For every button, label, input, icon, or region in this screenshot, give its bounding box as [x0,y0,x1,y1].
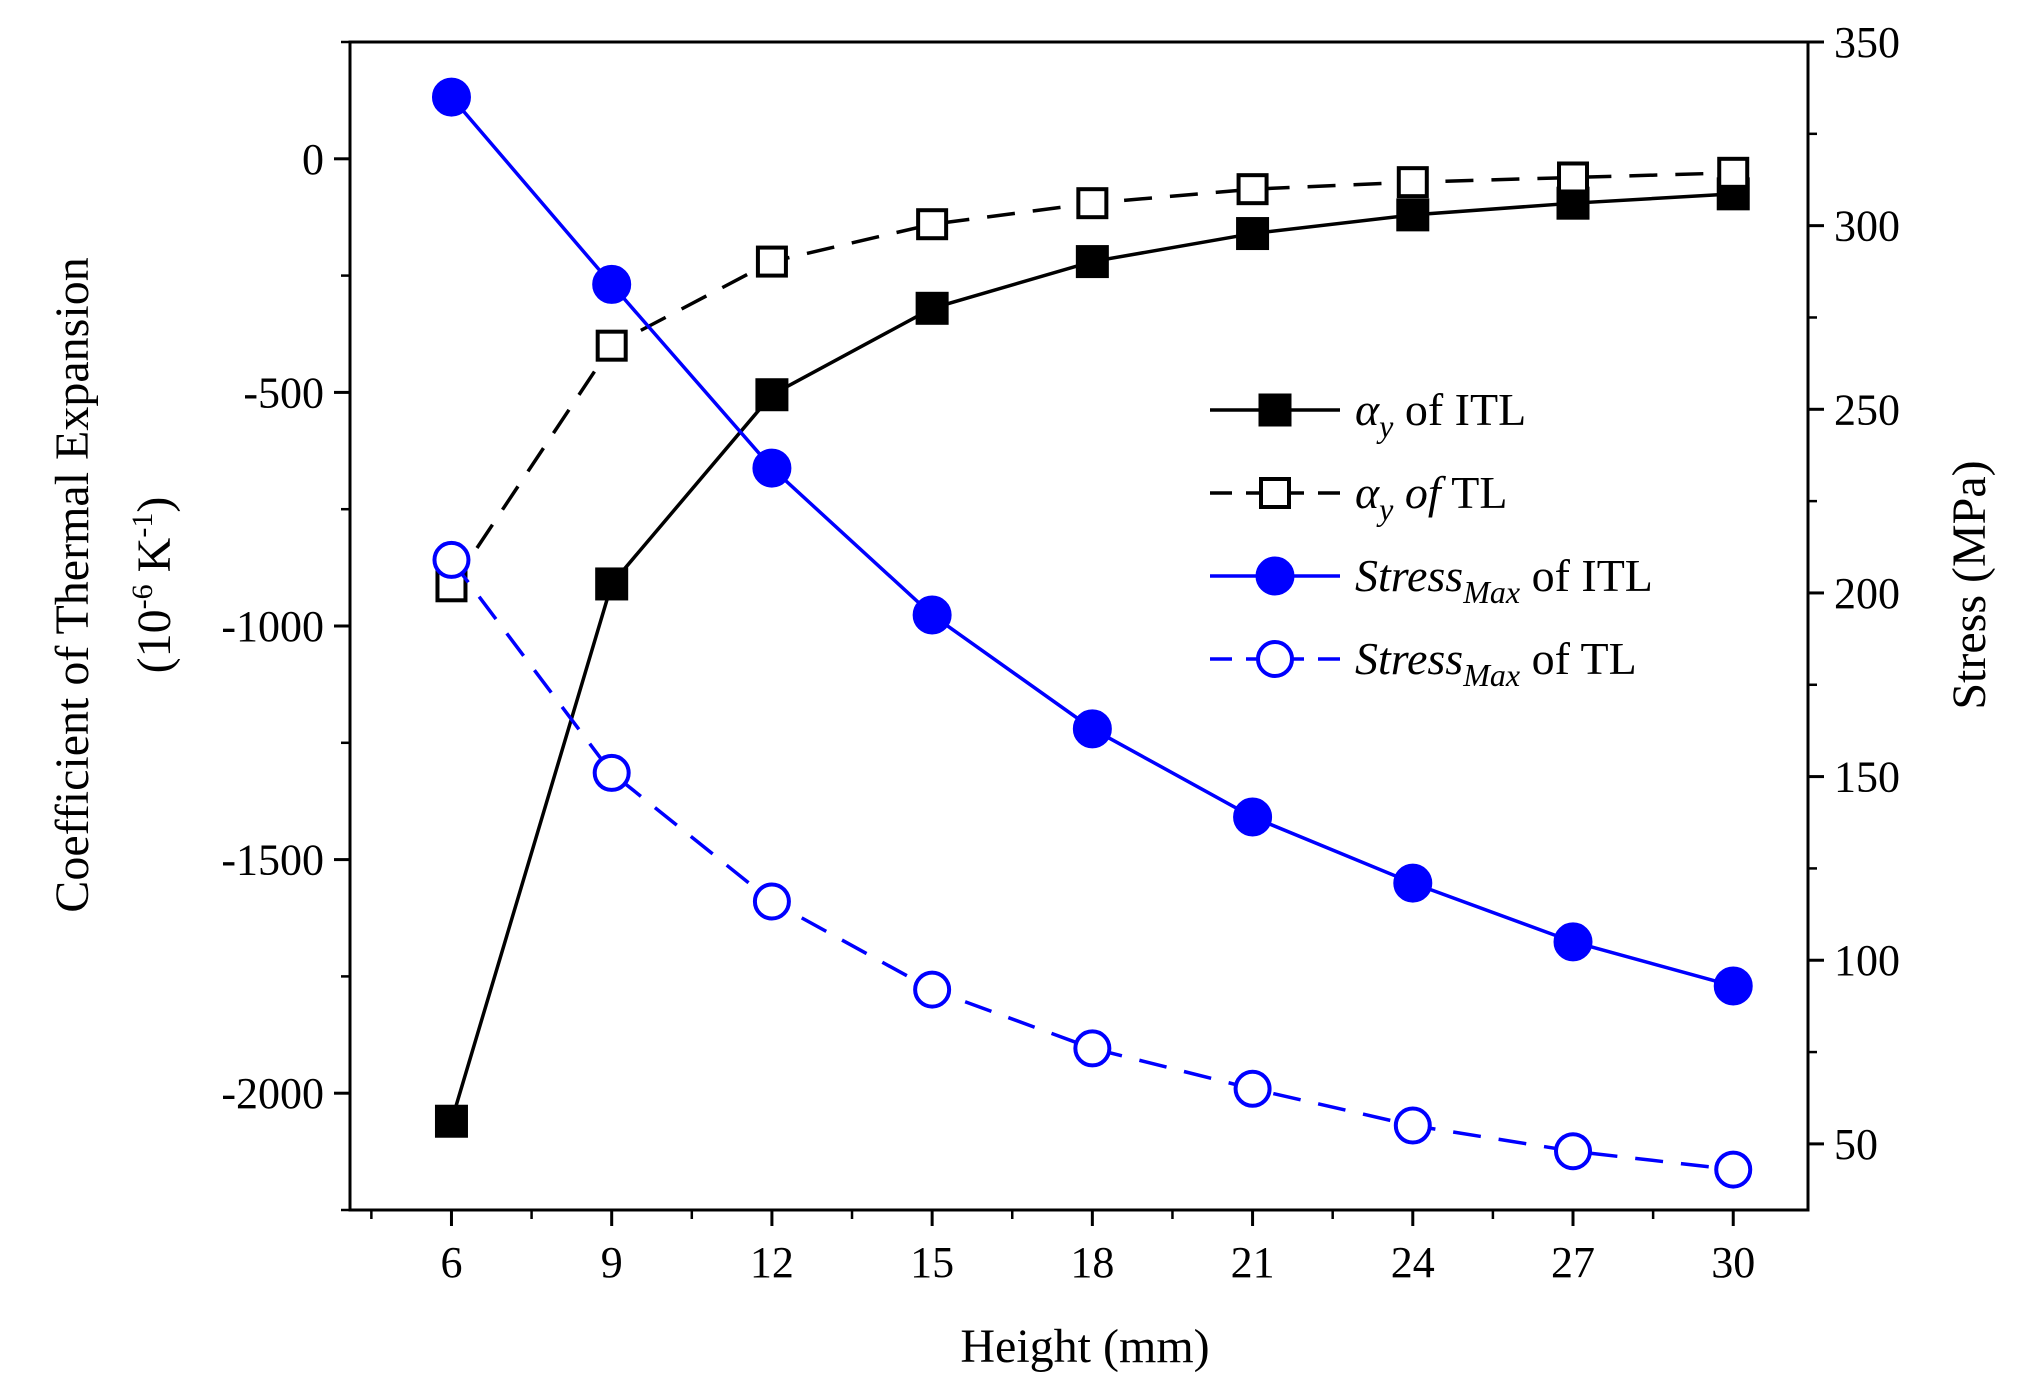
data-point [1396,166,1429,199]
series-3 [431,77,1753,1006]
data-point [595,567,629,601]
series-line [450,171,1734,588]
y-right-tick-label: 250 [1834,385,1900,434]
x-axis-title: Height (mm) [960,1320,1209,1373]
data-point [592,753,631,792]
series-line [450,558,1734,1172]
series-layer [431,77,1753,1189]
y-left-axis-title: Coefficient of Thermal Expansion [46,257,99,912]
x-tick-label: 6 [440,1238,462,1287]
data-point [595,329,628,362]
data-point [1713,966,1753,1006]
legend-label: αy of TL [1355,467,1508,527]
legend-label: StressMax of ITL [1355,550,1653,610]
data-point [432,540,471,579]
legend-marker [1259,477,1291,509]
data-point [1236,173,1269,206]
x-tick-label: 21 [1231,1238,1275,1287]
data-point [752,448,792,488]
legend-entry: StressMax of ITL [1210,550,1653,610]
legend-label: αy of ITL [1355,384,1526,444]
data-point [1557,161,1590,194]
x-tick-label: 15 [910,1238,954,1287]
data-point [1717,156,1750,189]
legend-entry: αy of ITL [1210,384,1526,444]
y-right-tick-label: 150 [1834,753,1900,802]
x-tick-label: 30 [1711,1238,1755,1287]
axis-ticks: 6 9 12 15 18 21 24 27 300-500-1000-1500-20005010… [221,18,1900,1287]
legend-marker [1255,556,1295,596]
y-left-tick-label: -2000 [221,1069,324,1118]
data-point [1393,863,1433,903]
series-line [450,95,1734,988]
data-point [755,378,789,412]
legend: αy of ITL αy of TL StressMax of ITL StressM… [1210,384,1653,693]
series-4 [432,540,1753,1189]
data-point [755,245,788,278]
data-point [1714,1150,1753,1189]
y-left-tick-label: -1000 [221,602,324,651]
data-point [1233,797,1273,837]
y-right-tick-label: 50 [1834,1120,1878,1169]
y-left-axis-unit: (10-6 K-1) [126,497,181,674]
y-left-tick-label: 0 [302,135,324,184]
data-point [1393,1106,1432,1145]
y-right-axis-title: Stress (MPa) [1943,460,1996,709]
data-point [435,570,468,603]
y-right-tick-label: 300 [1834,202,1900,251]
x-tick-label: 24 [1391,1238,1435,1287]
series-2 [435,156,1750,603]
y-right-tick-label: 350 [1834,18,1900,67]
y-right-tick-label: 100 [1834,936,1900,985]
data-point [1554,1132,1593,1171]
data-point [752,882,791,921]
legend-label: StressMax of TL [1355,633,1637,693]
data-point [431,77,471,117]
legend-entry: αy of TL [1210,467,1508,527]
data-point [434,1104,468,1138]
data-point [1075,245,1109,279]
data-point [913,970,952,1009]
data-point [1073,1029,1112,1068]
x-tick-label: 18 [1070,1238,1114,1287]
legend-entry: StressMax of TL [1210,633,1637,693]
data-point [592,264,632,304]
y-left-tick-label: -500 [243,368,324,417]
data-point [1072,709,1112,749]
data-point [1076,187,1109,220]
data-point [1233,1069,1272,1108]
y-right-tick-label: 200 [1834,569,1900,618]
legend-marker [1256,640,1294,678]
x-tick-label: 27 [1551,1238,1595,1287]
x-tick-label: 9 [601,1238,623,1287]
data-point [1396,198,1430,232]
legend-marker [1258,393,1292,427]
y-left-tick-label: -1500 [221,836,324,885]
data-point [916,208,949,241]
data-point [912,595,952,635]
data-point [1236,217,1270,251]
data-point [1553,922,1593,962]
data-point [915,291,949,325]
x-tick-label: 12 [750,1238,794,1287]
